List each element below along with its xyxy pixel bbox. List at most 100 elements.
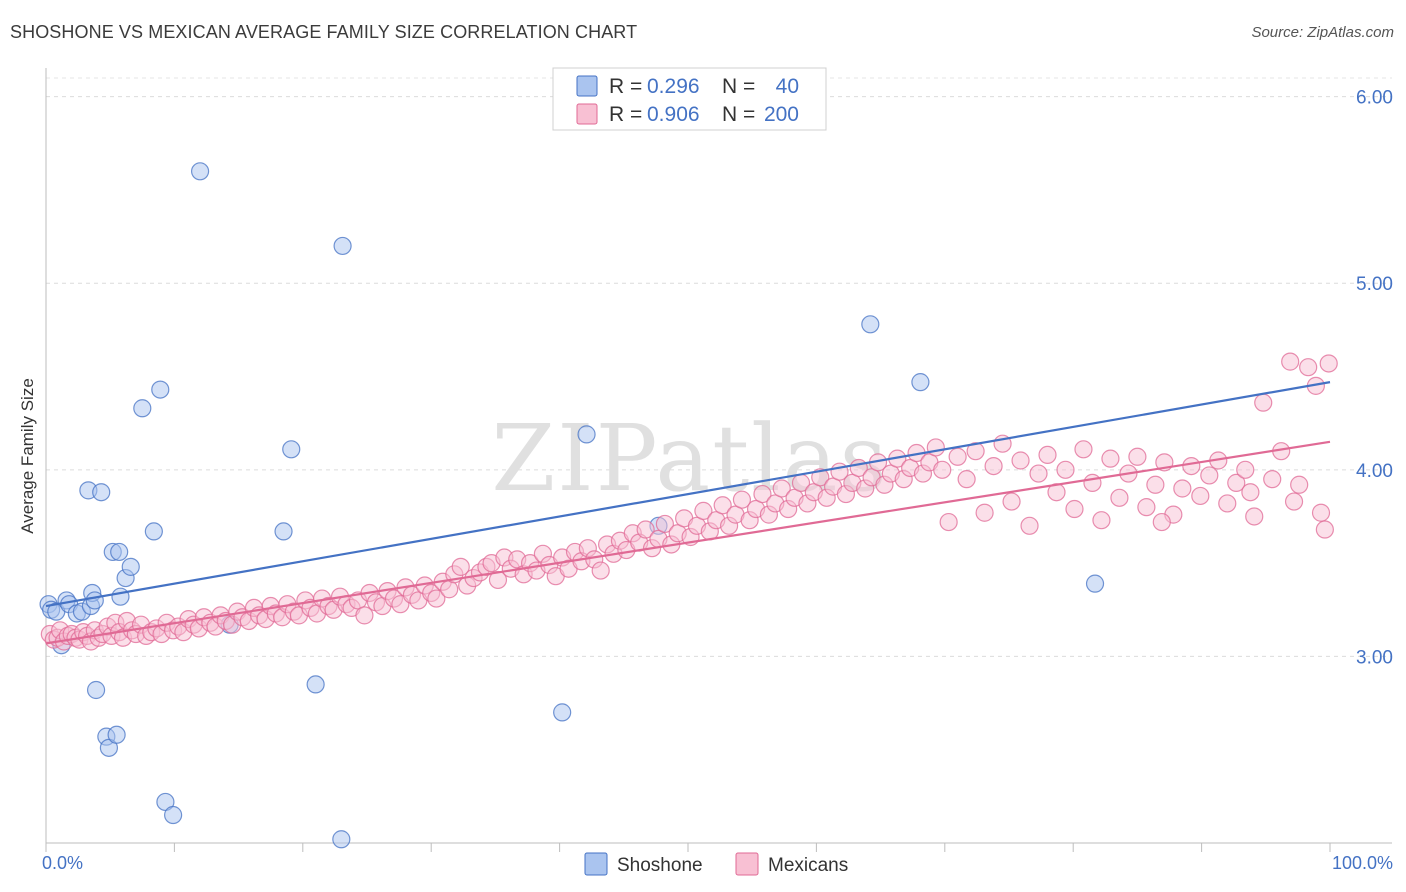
point-shoshone-34 (553, 703, 572, 722)
point-mexicans-172 (1092, 511, 1111, 530)
legend-n-value-0: 40 (776, 75, 799, 98)
point-shoshone-39 (1085, 574, 1105, 593)
point-mexicans-189 (1245, 507, 1264, 526)
point-mexicans-200 (1284, 492, 1304, 511)
point-mexicans-154 (933, 460, 952, 479)
point-mexicans-160 (984, 456, 1003, 476)
point-mexicans-164 (1020, 516, 1039, 535)
point-mexicans-135 (811, 468, 830, 487)
point-shoshone-24 (151, 380, 170, 399)
axes (45, 68, 1392, 852)
point-mexicans-126 (753, 484, 772, 504)
legend-swatch-mexicans (576, 103, 598, 125)
point-mexicans-79 (451, 557, 470, 576)
correlation-legend: R = 0.296 N = 40 R = 0.906 N = 200 (552, 67, 827, 131)
point-mexicans-193 (1281, 352, 1300, 371)
point-mexicans-183 (1191, 486, 1210, 506)
point-shoshone-33 (332, 830, 351, 849)
point-mexicans-177 (1137, 498, 1156, 517)
point-mexicans-159 (975, 503, 994, 522)
trend-line-mexicans (45, 440, 1331, 645)
point-mexicans-63 (355, 606, 374, 625)
point-mexicans-157 (957, 470, 976, 489)
x-tick-labels: 0.0% 100.0% (42, 853, 1393, 873)
legend-r-label-0: R = (609, 75, 642, 98)
point-mexicans-156 (948, 447, 967, 466)
point-shoshone-13 (92, 483, 111, 502)
y-tick-labels: 3.00 4.00 5.00 6.00 (1356, 88, 1393, 669)
legend-r-label-1: R = (609, 103, 642, 126)
point-mexicans-201 (1241, 483, 1260, 502)
point-mexicans-188 (1236, 460, 1255, 479)
point-mexicans-191 (1263, 470, 1282, 489)
trend-line-shoshone (45, 381, 1331, 608)
point-mexicans-153 (926, 438, 945, 457)
point-shoshone-32 (333, 236, 352, 256)
point-shoshone-26 (164, 805, 183, 825)
y-tick-label-3: 6.00 (1356, 88, 1393, 109)
point-mexicans-165 (1029, 464, 1048, 483)
point-mexicans-171 (1083, 473, 1102, 492)
point-mexicans-169 (1065, 499, 1084, 519)
point-mexicans-75 (427, 589, 446, 608)
point-mexicans-162 (1002, 492, 1021, 511)
point-mexicans-181 (1173, 479, 1192, 498)
point-mexicans-202 (1152, 512, 1171, 532)
point-shoshone-35 (577, 425, 596, 444)
point-shoshone-23 (144, 522, 163, 541)
point-mexicans-176 (1128, 447, 1147, 466)
legend-box (552, 67, 827, 131)
legend-swatch-shoshone (576, 75, 598, 97)
gridlines (46, 77, 1392, 657)
point-mexicans-120 (713, 496, 732, 515)
point-mexicans-111 (655, 514, 674, 534)
y-tick-label-2: 5.00 (1356, 274, 1393, 295)
point-mexicans-123 (732, 490, 752, 509)
point-mexicans-174 (1110, 488, 1129, 507)
point-mexicans-186 (1218, 494, 1237, 513)
point-mexicans-168 (1056, 460, 1075, 479)
x-tick-label-1: 100.0% (1332, 853, 1393, 873)
point-shoshone-30 (282, 440, 301, 459)
point-shoshone-31 (306, 675, 325, 694)
legend-n-label-1: N = (722, 103, 755, 126)
bottom-legend-shoshone: Shoshone (617, 855, 703, 876)
point-shoshone-18 (110, 542, 129, 562)
source-label: Source: ZipAtlas.com (1251, 24, 1394, 41)
point-shoshone-17 (107, 725, 126, 744)
point-mexicans-166 (1038, 445, 1057, 465)
point-mexicans-101 (591, 561, 610, 580)
legend-n-label-0: N = (722, 75, 755, 98)
point-mexicans-184 (1200, 466, 1219, 485)
series-legend: Shoshone Mexicans (584, 852, 848, 876)
point-mexicans-190 (1254, 393, 1273, 412)
point-mexicans-195 (1299, 358, 1318, 377)
y-tick-label-1: 4.00 (1356, 461, 1393, 482)
y-axis-label: Average Family Size (18, 378, 37, 534)
point-shoshone-21 (121, 557, 140, 576)
point-shoshone-27 (190, 162, 210, 181)
x-tick-label-0: 0.0% (42, 853, 83, 873)
point-mexicans-194 (1290, 475, 1309, 494)
point-mexicans-117 (694, 501, 713, 520)
point-mexicans-170 (1074, 440, 1093, 459)
point-shoshone-12 (86, 680, 106, 700)
point-mexicans-187 (1227, 473, 1246, 492)
bottom-legend-swatch-mexicans (735, 852, 759, 876)
point-mexicans-173 (1101, 449, 1120, 468)
point-shoshone-11 (85, 591, 104, 610)
y-tick-label-0: 3.00 (1356, 647, 1393, 668)
bottom-legend-swatch-shoshone (584, 852, 608, 876)
point-mexicans-158 (966, 442, 985, 461)
legend-r-value-0: 0.296 (647, 75, 700, 98)
point-mexicans-178 (1146, 475, 1165, 494)
point-mexicans-155 (939, 512, 958, 532)
point-mexicans-198 (1315, 520, 1334, 539)
point-shoshone-19 (111, 587, 130, 606)
point-mexicans-197 (1311, 503, 1331, 522)
point-shoshone-22 (133, 399, 152, 418)
point-mexicans-199 (1319, 354, 1338, 373)
legend-n-value-1: 200 (764, 103, 799, 126)
trend-lines (45, 381, 1331, 645)
